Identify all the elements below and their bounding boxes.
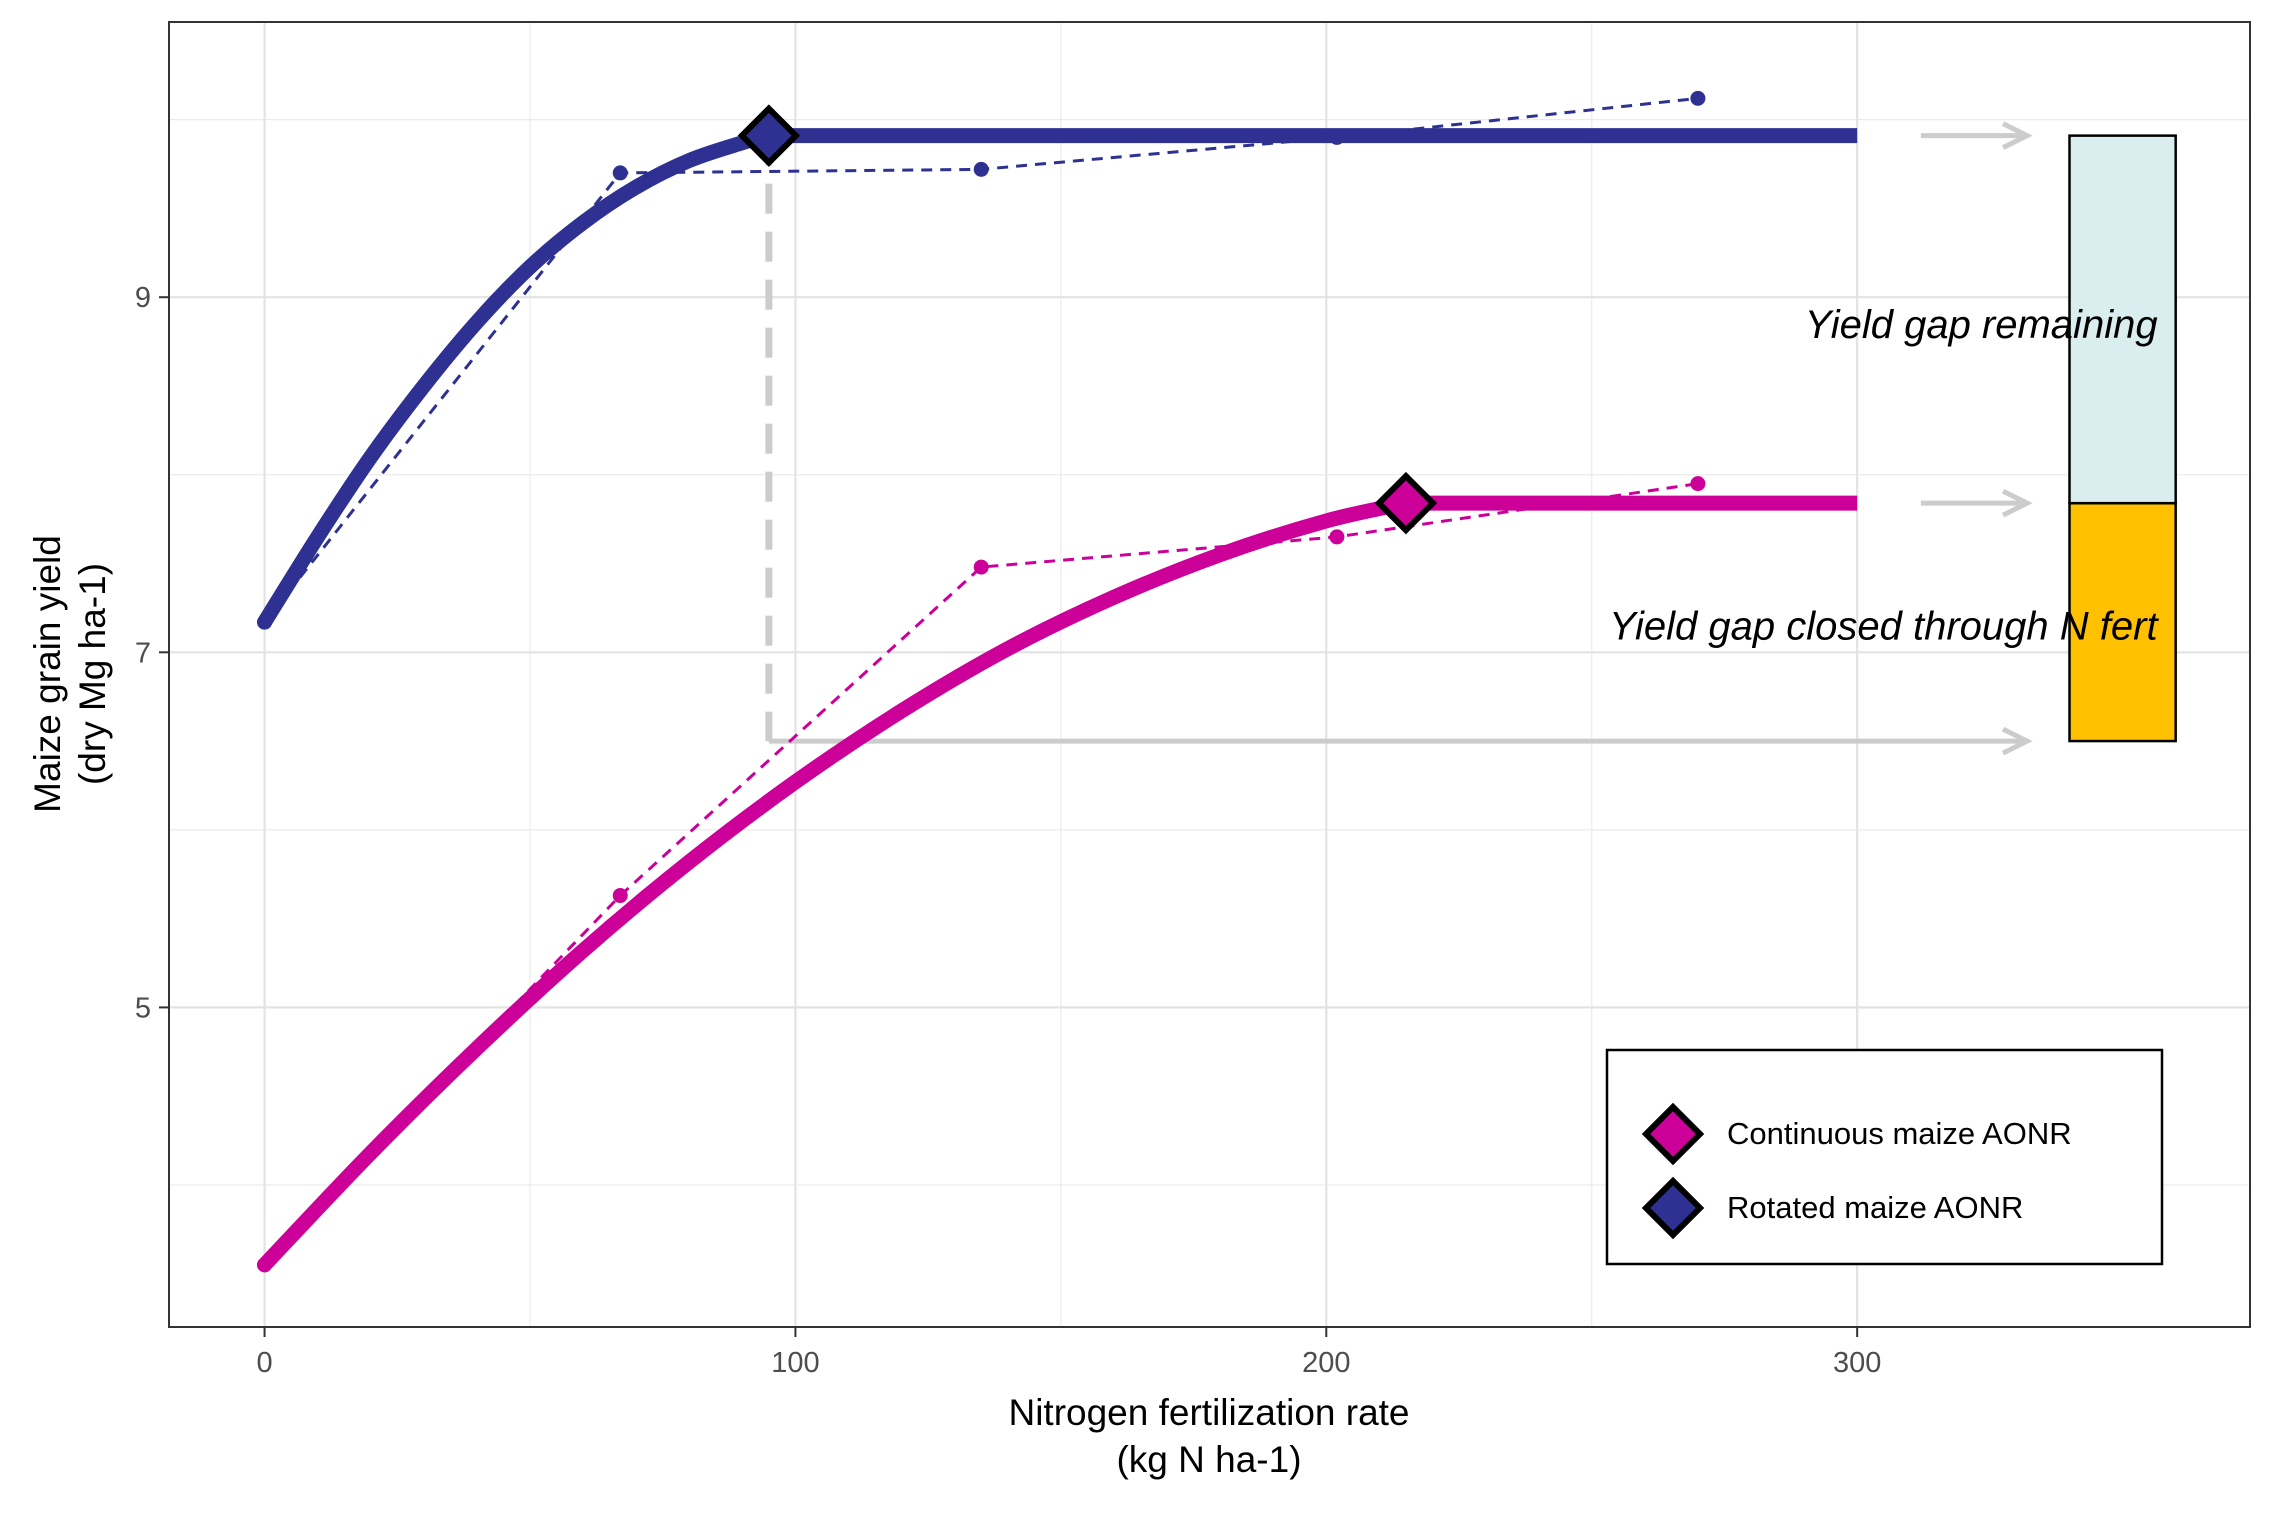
legend-key-1 — [1641, 1176, 1705, 1240]
yield-gap-bar — [2068, 134, 2177, 743]
observed-point-continuous — [257, 1257, 273, 1273]
minor-gridlines — [169, 22, 2250, 1327]
y-axis-title-line2: (dry Mg ha-1) — [72, 563, 113, 785]
legend: Continuous maize AONR Rotated maize AONR — [1605, 1048, 2164, 1266]
observed-point-rotated — [1329, 129, 1345, 145]
x-tick-label: 0 — [256, 1347, 272, 1379]
arrow-head-0 — [2001, 121, 2033, 150]
observed-point-rotated — [612, 165, 628, 181]
legend-key-0 — [1641, 1102, 1705, 1166]
x-axis-title-line2: (kg N ha-1) — [1116, 1439, 1301, 1480]
x-tick-label: 200 — [1302, 1347, 1350, 1379]
legend-label-continuous: Continuous maize AONR — [1727, 1116, 2072, 1151]
y-tick-label: 9 — [135, 282, 151, 314]
fitted-curves — [257, 128, 1858, 1273]
observed-point-continuous — [1690, 476, 1706, 492]
y-axis-ticks: 5 7 9 — [135, 282, 169, 1024]
observed-data — [257, 90, 1706, 1273]
observed-point-continuous — [612, 888, 628, 904]
aonr-markers — [737, 104, 1438, 535]
arrow-head-1 — [2001, 488, 2033, 518]
aonr-marker-rotated — [737, 104, 801, 167]
fit-curve-rotated — [257, 128, 777, 630]
plot-panel-border — [168, 21, 2251, 1328]
fit-curve-continuous — [257, 495, 1414, 1273]
observed-point-rotated — [1690, 90, 1706, 106]
legend-box — [1605, 1048, 2164, 1266]
observed-point-continuous — [973, 559, 989, 575]
arrow-head-2 — [2001, 726, 2033, 756]
observed-point-rotated — [973, 161, 989, 177]
legend-label-rotated: Rotated maize AONR — [1727, 1190, 2023, 1225]
aonr-marker-continuous — [1374, 471, 1438, 535]
annotation-yield-gap-remaining: Yield gap remaining — [1805, 303, 2158, 347]
observed-point-continuous — [1329, 529, 1345, 545]
x-tick-label: 100 — [771, 1347, 819, 1379]
y-tick-label: 7 — [135, 637, 151, 669]
y-axis-title-line1: Maize grain yield — [27, 535, 68, 813]
legend-keys — [1641, 1102, 1705, 1240]
observed-point-rotated — [257, 614, 273, 630]
arrow-layer — [768, 121, 2033, 756]
annotation-yield-gap-closed: Yield gap closed through N fert — [1609, 605, 2159, 649]
x-axis-ticks: 0 100 200 300 — [256, 1327, 1881, 1379]
bar-segment-1 — [2068, 134, 2177, 505]
x-tick-label: 300 — [1833, 1347, 1881, 1379]
bar-segment-0 — [2068, 501, 2177, 743]
x-axis-title-line1: Nitrogen fertilization rate — [1008, 1392, 1409, 1433]
y-tick-label: 5 — [135, 992, 151, 1024]
